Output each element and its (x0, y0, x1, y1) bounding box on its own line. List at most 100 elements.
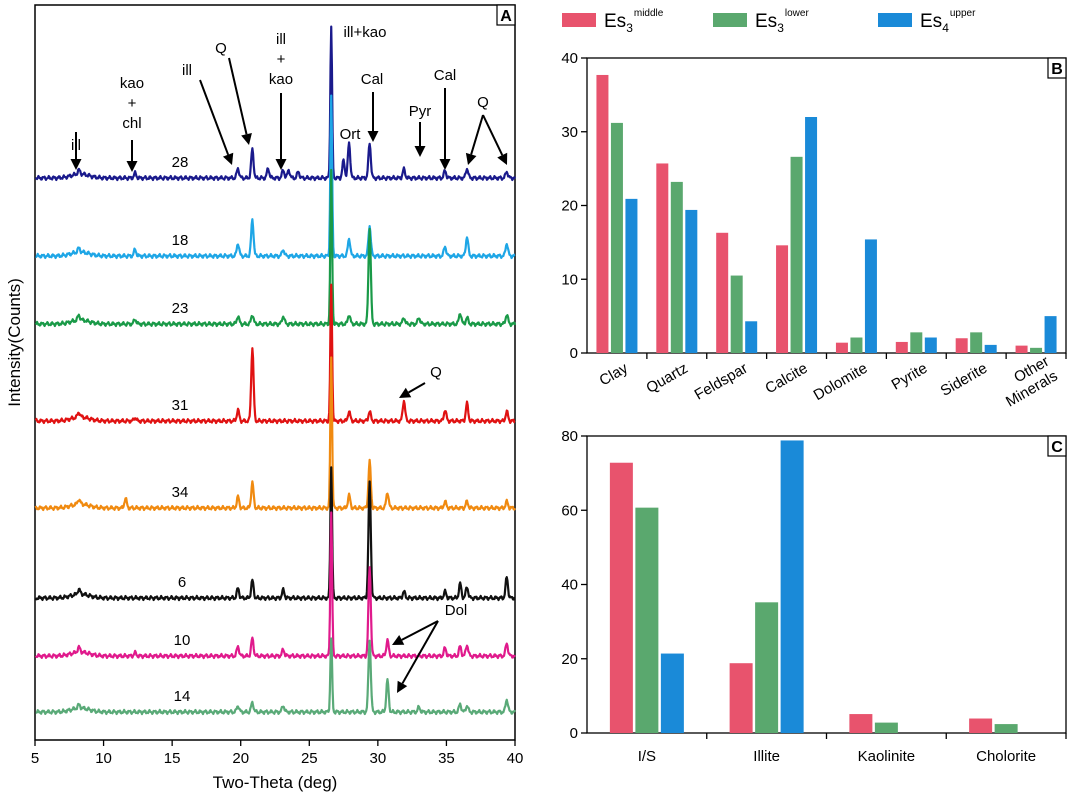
bar-illite-0 (729, 663, 753, 733)
xrd-trace-28 (34, 25, 516, 182)
bar-quartz-1 (670, 181, 683, 353)
y-tick-label: 0 (570, 725, 578, 742)
y-tick-label: 20 (561, 651, 578, 668)
x-tick-label: 35 (438, 750, 455, 767)
category-label-line: Siderite (938, 360, 991, 400)
y-tick-label: 10 (561, 271, 578, 288)
plot-frame (586, 435, 1067, 734)
category-label: Dolomite (811, 360, 871, 404)
x-axis-title: Two-Theta (deg) (213, 773, 338, 792)
x-tick-label: 20 (232, 750, 249, 767)
category-label-line: Feldspar (692, 360, 751, 404)
panel-label: A (500, 8, 512, 25)
category-label: Calcite (762, 360, 810, 398)
annotation-arrow (408, 382, 426, 394)
peak-annotation: + (277, 51, 286, 68)
panel-label-box (1047, 57, 1067, 79)
peak-annotation: Q (430, 364, 442, 381)
y-tick-label: 40 (561, 50, 578, 67)
y-tick-label: 40 (561, 577, 578, 594)
xrd-trace-31 (34, 283, 516, 425)
annotation-arrowhead (439, 159, 451, 170)
annotation-arrowhead (399, 387, 412, 398)
bar-pyrite-1 (910, 332, 923, 353)
trace-label: 10 (174, 632, 191, 649)
category-label: OtherMinerals (994, 353, 1060, 411)
annotation-arrowhead (241, 133, 252, 145)
peak-annotation: + (128, 95, 137, 112)
legend-label: Es3middle (604, 8, 664, 35)
bar-pyrite-2 (924, 337, 937, 353)
bar-dolomite-0 (835, 342, 848, 353)
panel-label: C (1051, 439, 1063, 456)
trace-label: 31 (172, 397, 189, 414)
xrd-panel: A 5 10 15 20 25 30 35 40 Two-Theta (deg) Intensity… (5, 4, 523, 792)
bar-illite-1 (755, 602, 779, 733)
annotation-arrow (401, 620, 439, 684)
bar-illite-2 (780, 440, 804, 733)
x-tick-label: 5 (31, 750, 39, 767)
x-tick-label: 10 (95, 750, 112, 767)
y-axis-title: Intensity(Counts) (5, 278, 24, 407)
bar-i-s-0 (609, 462, 633, 733)
peak-annotation: chl (122, 115, 141, 132)
legend-label: Es4upper (920, 8, 976, 35)
trace-label: 28 (172, 154, 189, 171)
bar-feldspar-1 (730, 275, 743, 353)
bar-quartz-2 (685, 209, 698, 353)
category-label-line: Calcite (762, 360, 810, 398)
category-label: Kaolinite (858, 748, 916, 765)
xrd-trace-34 (34, 356, 516, 512)
y-tick-label: 60 (561, 502, 578, 519)
annotation-arrowhead (70, 159, 82, 170)
category-label: Siderite (938, 360, 991, 400)
x-tick-label: 30 (370, 750, 387, 767)
bar-calcite-1 (790, 156, 803, 353)
trace-label: 18 (172, 232, 189, 249)
peak-annotation: kao (269, 71, 293, 88)
category-label: Quartz (643, 360, 690, 397)
annotation-arrowhead (126, 161, 138, 172)
annotation-arrowhead (367, 131, 379, 142)
y-tick-label: 30 (561, 124, 578, 141)
clay-composition-panel: C 0 20 40 60 80 I/S Illite Kaolinite Cholorite (561, 428, 1067, 765)
mineral-composition-panel: B 0 10 20 30 40 Clay Quartz Feldspar Calcite Dolom… (561, 50, 1067, 411)
legend-swatch (562, 13, 596, 27)
annotation-arrowhead (397, 680, 408, 693)
bar-other-minerals-1 (1030, 347, 1043, 353)
bar-dolomite-1 (850, 337, 863, 353)
peak-annotation: Dol (445, 602, 468, 619)
annotation-arrow (228, 57, 248, 135)
bar-feldspar-0 (716, 232, 729, 353)
annotation-arrow (199, 79, 230, 156)
x-tick-label: 15 (164, 750, 181, 767)
category-label: Clay (596, 359, 631, 389)
trace-label: 14 (174, 688, 191, 705)
bar-i-s-1 (635, 507, 659, 733)
xrd-trace-23 (34, 168, 517, 328)
bar-siderite-0 (955, 338, 968, 353)
xrd-trace-14 (35, 637, 516, 716)
bar-cholorite-0 (969, 718, 993, 733)
peak-annotation: kao (120, 75, 144, 92)
trace-label: 23 (172, 300, 189, 317)
bar-clay-2 (625, 198, 638, 353)
panel-label: B (1051, 61, 1063, 78)
peak-annotation: Cal (361, 71, 384, 88)
trace-label: 6 (178, 574, 186, 591)
category-label: I/S (638, 748, 656, 765)
bar-other-minerals-2 (1044, 316, 1057, 353)
trace-label: 34 (172, 484, 189, 501)
peak-annotation: Pyr (409, 103, 432, 120)
peak-annotation: ill (182, 62, 192, 79)
annotation-arrowhead (222, 152, 234, 165)
bar-calcite-0 (776, 245, 789, 353)
annotation-arrowhead (465, 152, 477, 165)
legend: Es3middle Es3lower Es4upper (562, 8, 976, 35)
category-label: Feldspar (692, 360, 751, 404)
peak-annotation: Q (477, 94, 489, 111)
y-tick-label: 0 (570, 345, 578, 362)
bar-pyrite-0 (895, 341, 908, 353)
bar-siderite-2 (984, 344, 997, 353)
